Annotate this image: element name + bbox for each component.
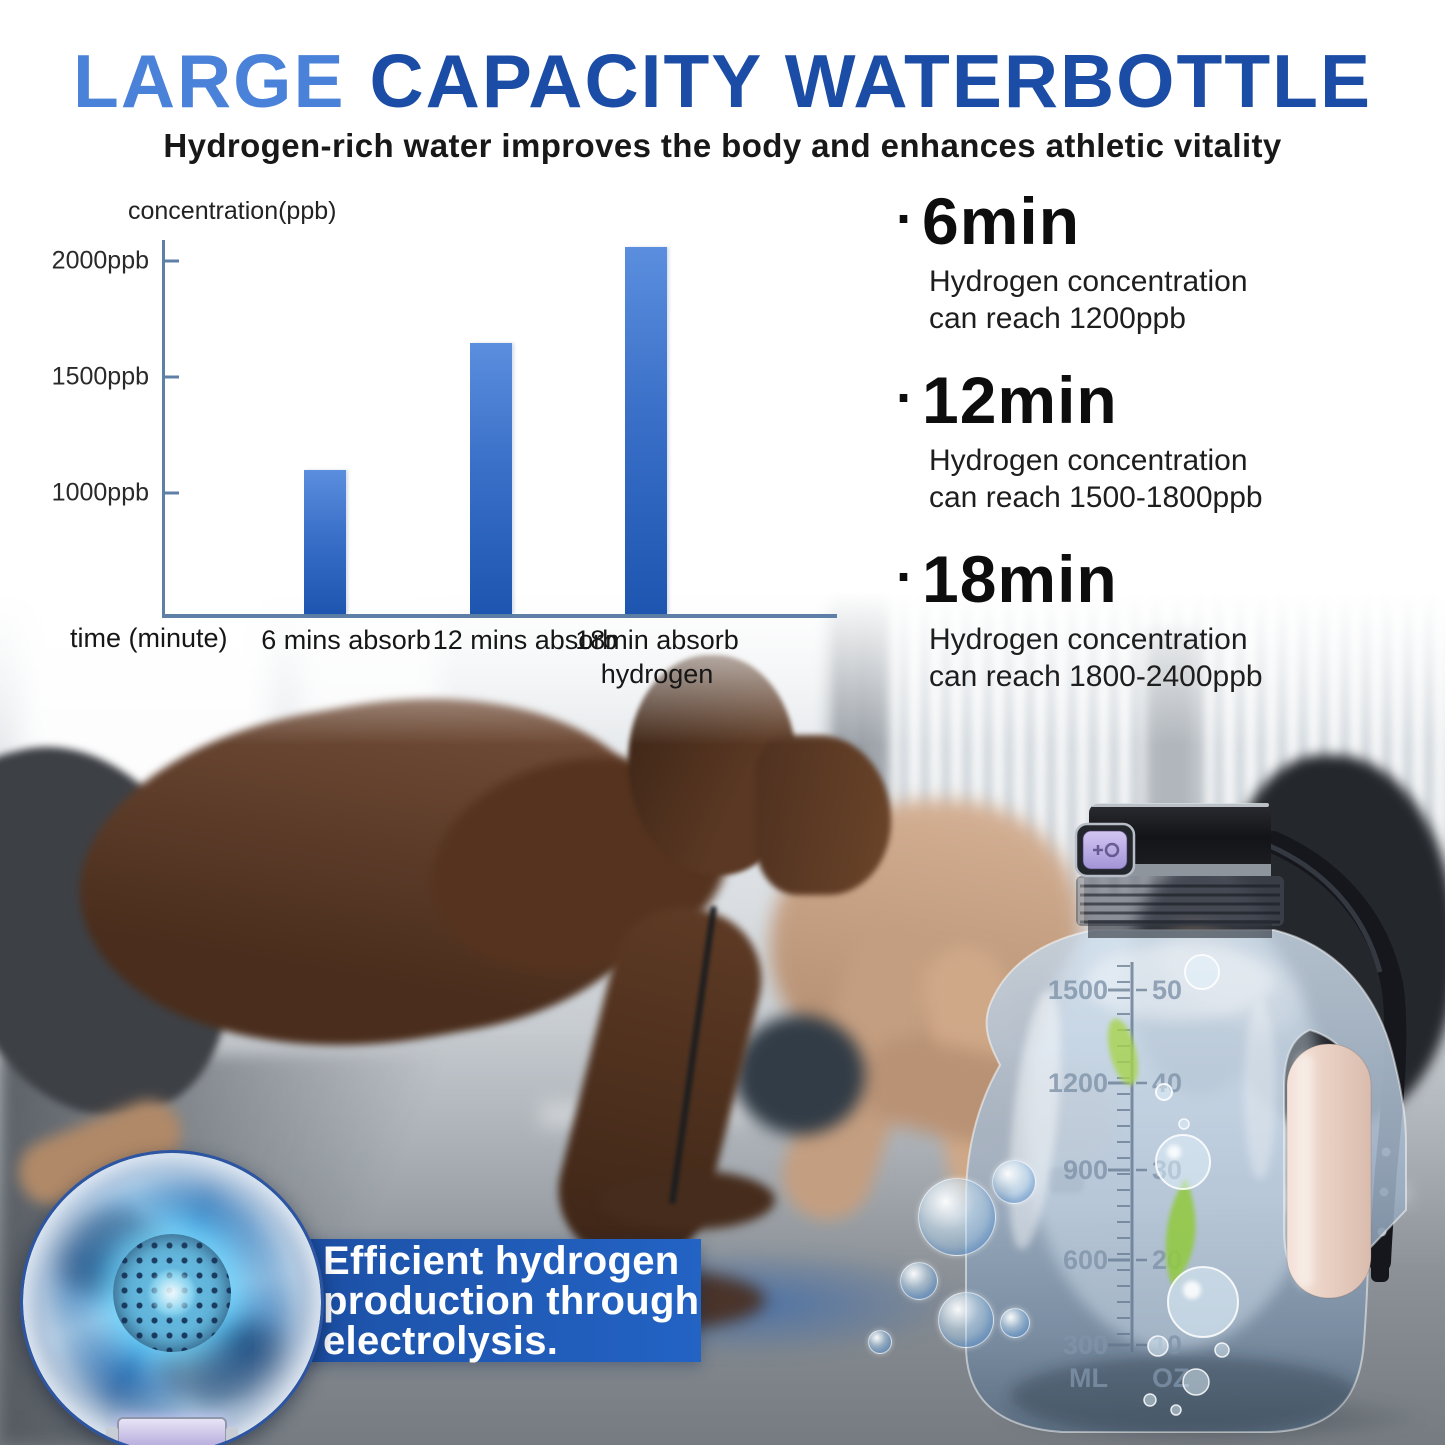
water-bubble [918,1178,996,1256]
page-title: LARGE CAPACITY WATERBOTTLE [0,38,1445,124]
water-splash [46,1206,167,1297]
y-tick-mark [165,491,179,495]
bullet-dot: · [896,368,914,428]
benefit-item-18min: · 18min Hydrogen concentration can reach 18… [896,546,1386,695]
y-tick-label: 1500ppb [51,362,149,391]
chart-x-axis-title: time (minute) [70,623,228,653]
handle-grip [1286,1043,1372,1299]
benefit-description: Hydrogen concentration [929,444,1248,477]
water-bubble [992,1160,1036,1204]
device-base [117,1417,227,1445]
ml-scale-value: 900 [1063,1155,1108,1185]
benefit-list: · 6min Hydrogen concentration can reach 120… [896,188,1386,725]
strap-tip [1371,1256,1389,1282]
benefit-description: can reach 1800-2400ppb [929,660,1263,693]
leaf-decoration [1107,1018,1139,1086]
bubbles-inside-bottle [1143,954,1239,1416]
oz-scale-value: 50 [1152,975,1182,1005]
benefit-description: Hydrogen concentration [929,623,1248,656]
power-icon [1104,842,1120,858]
device-base-clasp [226,1427,238,1445]
bottle-bottom-shadow [1010,1356,1360,1432]
benefit-description: Hydrogen concentration [929,265,1248,298]
x-category-label: 18min absorb hydrogen [575,625,739,689]
x-category-label: 12 mins absorb [432,625,618,655]
concentration-bar-chart: 2000ppb 1500ppb 1000ppb [52,240,837,618]
water-splash [160,1319,298,1410]
ml-scale-value: 300 [1063,1330,1108,1360]
bottle-neck [1076,876,1284,938]
bullet-dot: · [896,547,914,607]
athlete2-shorts [735,1015,865,1135]
electrolysis-inset-photo [20,1150,324,1445]
page-title-rest: CAPACITY WATERBOTTLE [369,39,1372,123]
banner-line: Efficient hydrogen [323,1239,680,1283]
water-bubble [938,1292,994,1348]
banner-line: production through [323,1279,700,1323]
plus-icon [1093,845,1103,855]
chart-bar-18min [625,247,667,614]
chart-bar-12 [470,342,512,614]
benefit-time: 12min [921,363,1118,437]
athlete1-face [756,735,891,895]
page-subtitle: Hydrogen-rich water improves the body an… [163,127,1282,164]
vortex-core-glow [149,1270,195,1317]
ml-scale-value: 600 [1063,1245,1108,1275]
ml-unit-label: ML [1069,1363,1108,1393]
benefit-heading: · 6min [896,188,1386,254]
y-tick-mark [165,375,179,379]
x-category-label: 6 mins absorb [261,625,431,655]
water-bubble [868,1330,892,1354]
y-tick-mark [165,259,179,263]
chart-y-axis-title: concentration(ppb) [128,197,337,225]
ml-scale-value: 1500 [1048,975,1108,1005]
bullet-dot: · [896,189,914,249]
benefit-heading: · 12min [896,367,1386,433]
banner-line: electrolysis. [323,1319,559,1363]
ml-scale-value: 1200 [1048,1068,1108,1098]
benefit-item-12min: · 12min Hydrogen concentration can reach 15… [896,367,1386,516]
chart-bar-6 [304,470,346,614]
benefit-time: 18min [921,542,1118,616]
bottle-highlight [1244,1000,1276,1180]
y-tick-label: 2000ppb [51,246,149,275]
benefit-time: 6min [921,184,1081,258]
device-base-clasp [106,1427,118,1445]
benefit-description: can reach 1200ppb [929,302,1186,335]
bubble-highlight [1167,1145,1181,1159]
benefit-item-6min: · 6min Hydrogen concentration can reach 120… [896,188,1386,337]
water-bubble [900,1262,938,1300]
page-title-highlight: LARGE [73,39,346,123]
bubble-highlight [1183,1281,1201,1299]
benefit-heading: · 18min [896,546,1386,612]
water-bubble [1000,1308,1030,1338]
y-tick-label: 1000ppb [51,478,149,507]
power-button [1074,822,1136,878]
athlete1-hand [600,1170,775,1230]
cap-top-rim [1091,803,1269,807]
leaf-decoration [1165,1178,1196,1286]
benefit-description: can reach 1500-1800ppb [929,481,1263,514]
